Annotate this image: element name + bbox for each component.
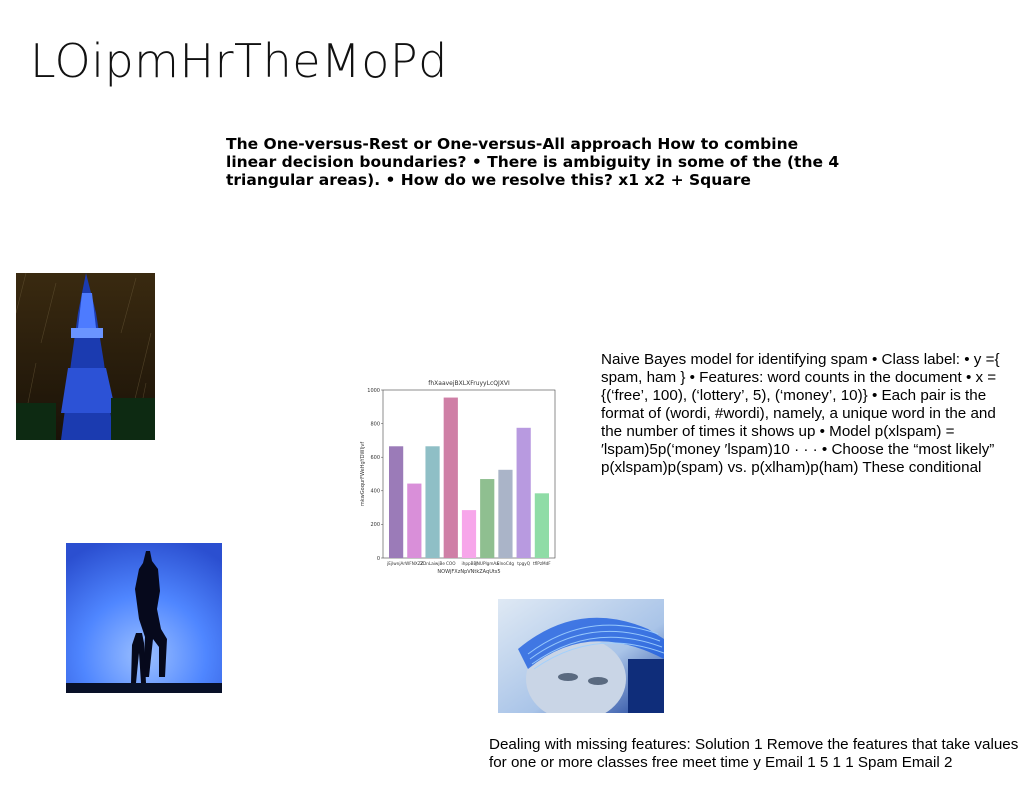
face-photo bbox=[498, 599, 664, 713]
bar bbox=[407, 483, 422, 558]
y-axis-label: mkwGoqurFWeHgYDWIjvf bbox=[360, 442, 366, 506]
bar bbox=[461, 510, 477, 558]
y-tick-label: 400 bbox=[370, 489, 380, 495]
tower-photo bbox=[16, 273, 155, 440]
x-tick-label: ElnoCdg bbox=[497, 561, 515, 566]
silhouette-photo bbox=[66, 543, 222, 693]
x-tick-label: tpgyQ bbox=[517, 561, 530, 566]
y-tick-label: 800 bbox=[370, 421, 380, 427]
x-tick-label: jEjlwnjAr bbox=[386, 561, 405, 566]
bar bbox=[443, 397, 458, 558]
x-tick-label: WFNXZZ bbox=[405, 561, 423, 566]
x-tick-label: JNUPlgmAa bbox=[475, 561, 500, 566]
bold-text-block: The One-versus-Rest or One-versus-All ap… bbox=[226, 135, 840, 189]
right-text-block: Naive Bayes model for identifying spam •… bbox=[601, 351, 1000, 476]
x-tick-label: COO bbox=[446, 561, 456, 566]
y-tick-label: 0 bbox=[377, 556, 380, 562]
y-tick-label: 1000 bbox=[367, 388, 380, 394]
bar bbox=[389, 446, 404, 558]
y-tick-label: 600 bbox=[370, 455, 380, 461]
bar bbox=[480, 479, 495, 558]
y-tick-label: 200 bbox=[370, 522, 380, 528]
x-tick-label: tflPzMdF bbox=[533, 561, 551, 566]
x-tick-label: ZDnLaiwjBe bbox=[420, 561, 445, 566]
bar bbox=[498, 469, 513, 558]
bar bbox=[425, 446, 440, 558]
x-tick-label: ihppBB bbox=[462, 561, 477, 566]
chart-title: fhXaavejBXLXFruyyLcQJXVI bbox=[428, 380, 510, 387]
bar bbox=[516, 427, 531, 558]
bottom-text-block: Dealing with missing features: Solution … bbox=[489, 736, 1019, 771]
slide-title: LOipmHrTheMoPd bbox=[30, 34, 448, 88]
bar bbox=[534, 493, 549, 558]
bar-chart: fhXaavejBXLXFruyyLcQJXVI 0 200 400 600 800 100… bbox=[355, 375, 560, 580]
x-axis-label: NOWjFXzNpVNtkZAqUts5 bbox=[437, 569, 500, 575]
